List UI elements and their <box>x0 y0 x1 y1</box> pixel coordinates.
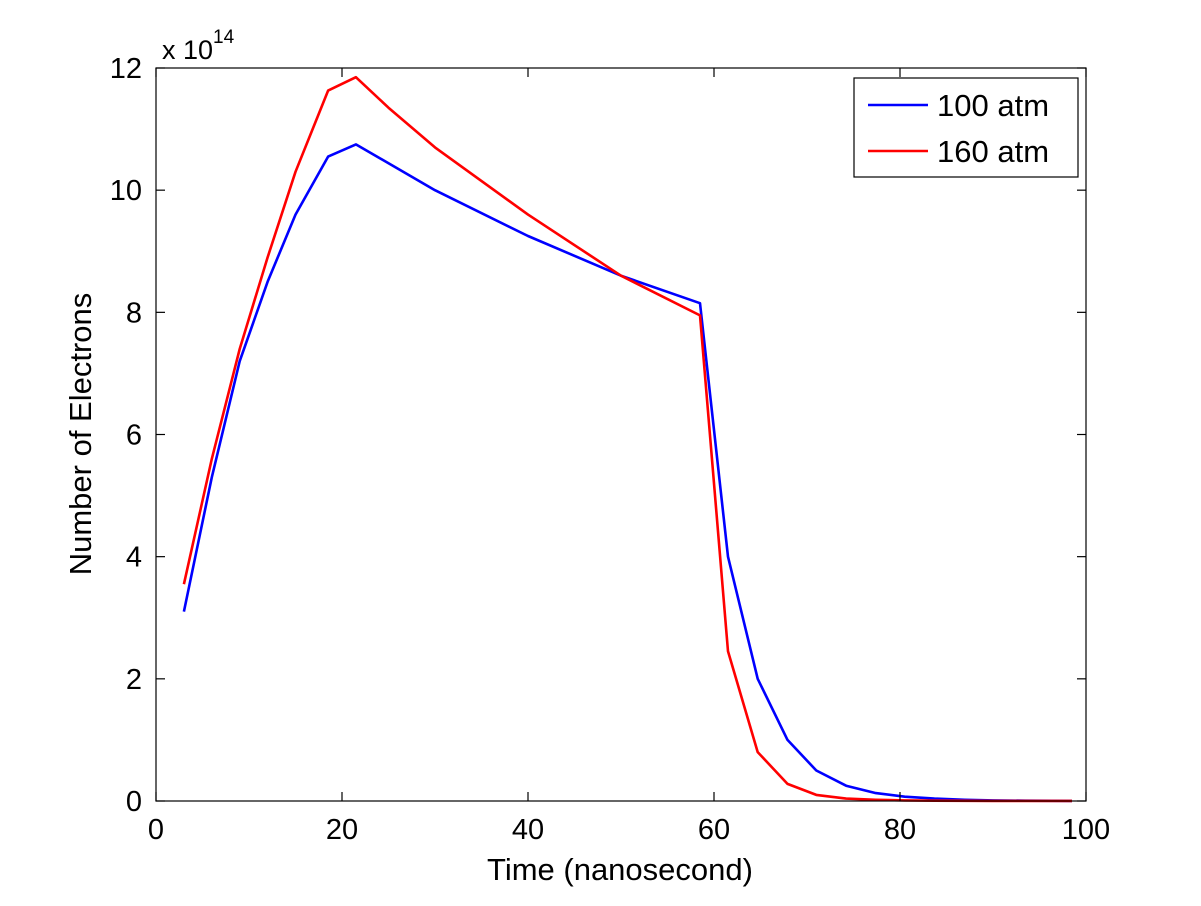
x-axis-label: Time (nanosecond) <box>487 852 753 887</box>
y-tick-label: 2 <box>126 664 142 696</box>
x-tick-label: 20 <box>326 814 358 846</box>
tick-layer: 0 20 40 60 80 100 0 2 4 6 8 10 12 <box>110 53 1110 846</box>
x-tick-label: 80 <box>884 814 916 846</box>
y-multiplier: x 1014 <box>162 27 235 65</box>
x-tick-label: 100 <box>1062 814 1110 846</box>
y-multiplier-base: x 10 <box>162 35 213 65</box>
y-tick-label: 12 <box>110 53 142 85</box>
x-tick-label: 0 <box>148 814 164 846</box>
y-tick-label: 8 <box>126 297 142 329</box>
y-multiplier-exponent: 14 <box>213 27 235 48</box>
legend-label-160-atm: 160 atm <box>937 134 1049 169</box>
legend-label-100-atm: 100 atm <box>937 88 1049 123</box>
y-tick-label: 0 <box>126 786 142 818</box>
plot-area <box>156 68 1086 801</box>
y-tick-label: 6 <box>126 420 142 452</box>
legend-box <box>853 77 1079 178</box>
x-tick-label: 60 <box>698 814 730 846</box>
legend: 100 atm 160 atm <box>853 77 1079 178</box>
y-axis-label: Number of Electrons <box>63 293 98 576</box>
y-tick-label: 4 <box>126 542 142 574</box>
y-tick-label: 10 <box>110 175 142 207</box>
x-tick-label: 40 <box>512 814 544 846</box>
